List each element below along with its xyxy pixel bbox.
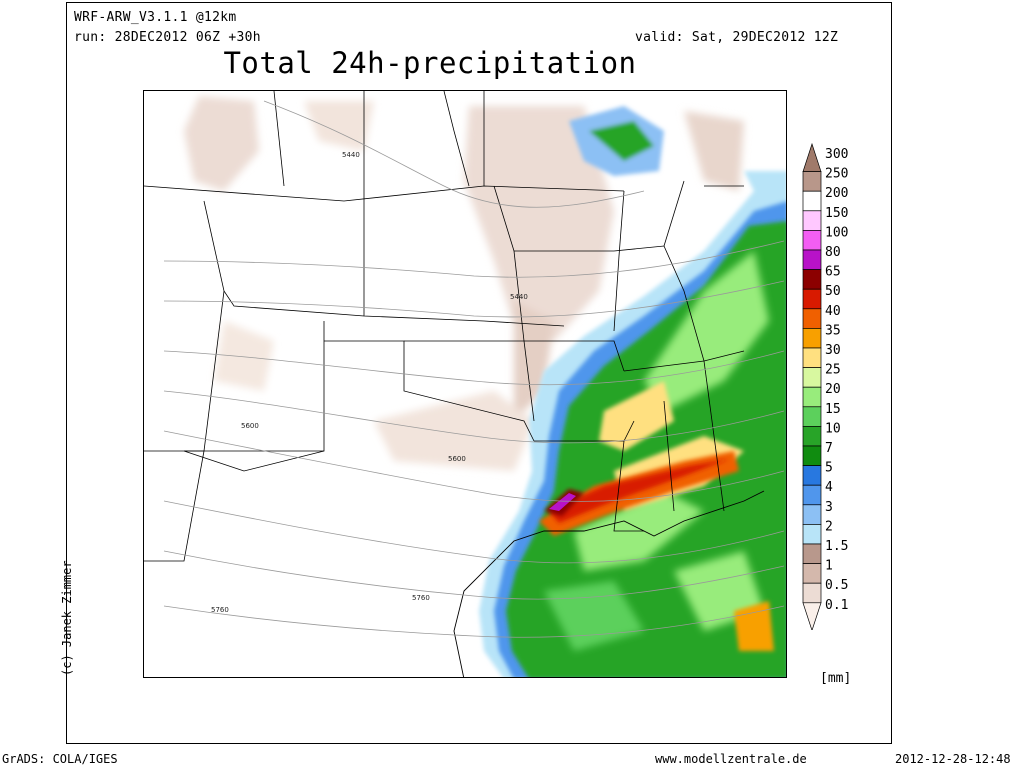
legend-label: 200 — [825, 186, 848, 201]
legend-swatch — [802, 230, 822, 251]
legend-swatch — [802, 426, 822, 447]
legend-label: 50 — [825, 284, 841, 299]
legend-label: 2 — [825, 519, 833, 534]
legend-label: 25 — [825, 363, 841, 378]
footer-website: www.modellzentrale.de — [655, 752, 807, 766]
contour-label: 5760 — [412, 594, 430, 602]
legend-label: 0.1 — [825, 598, 848, 613]
legend-label: 100 — [825, 225, 848, 240]
legend-swatch — [802, 543, 822, 564]
legend-swatch — [802, 504, 822, 525]
legend-label: 0.5 — [825, 578, 848, 593]
legend-swatch — [802, 328, 822, 349]
legend-swatch — [802, 484, 822, 506]
contour-label: 5600 — [241, 422, 259, 430]
legend-label: 7 — [825, 441, 833, 456]
legend-label: 250 — [825, 167, 848, 182]
footer-software: GrADS: COLA/IGES — [2, 752, 118, 766]
author-credit: (c) Janek Zimmer — [60, 560, 74, 676]
legend-swatch — [802, 406, 822, 427]
legend-swatch — [802, 386, 822, 408]
geopotential-contours — [163, 100, 785, 638]
color-legend: 300 250 200 150 100 80 65 50 40 35 30 25 20 15 10 7 5 4 3 2… — [801, 140, 861, 634]
legend-swatch — [802, 445, 822, 466]
legend-swatch — [802, 171, 822, 192]
legend-swatch — [802, 347, 822, 368]
unit-label: [mm] — [820, 671, 852, 686]
legend-swatch — [802, 288, 822, 310]
legend-label: 65 — [825, 265, 841, 280]
contour-label: 5600 — [448, 455, 466, 463]
legend-label: 4 — [825, 480, 833, 495]
lake-effect-precip — [569, 106, 664, 176]
legend-label: 15 — [825, 402, 841, 417]
legend-label: 300 — [825, 147, 848, 162]
legend-swatch — [802, 308, 822, 329]
legend-swatch — [802, 582, 822, 604]
legend-label: 20 — [825, 382, 841, 397]
legend-canvas: 300 250 200 150 100 80 65 50 40 35 30 25 20 15 10 7 5 4 3 2… — [802, 142, 848, 632]
legend-label: 10 — [825, 421, 841, 436]
legend-label: 1.5 — [825, 539, 848, 554]
legend-swatch — [802, 142, 822, 172]
precip-band-50mm — [549, 459, 729, 523]
legend-swatch — [802, 210, 822, 231]
legend-label: 30 — [825, 343, 841, 358]
state-borders — [144, 91, 745, 562]
coastline — [453, 490, 765, 677]
legend-swatch — [802, 190, 822, 212]
contour-label: 5760 — [211, 606, 229, 614]
legend-swatch — [802, 465, 822, 486]
legend-swatch — [802, 602, 822, 632]
precipitation-map[interactable]: 5440 5440 5600 5600 5760 5760 — [143, 90, 787, 678]
page-title: Total 24h-precipitation — [223, 46, 637, 80]
legend-label: 150 — [825, 206, 848, 221]
plot-frame — [66, 2, 892, 744]
light-precip-areas — [184, 96, 744, 471]
legend-label: 80 — [825, 245, 841, 260]
map-canvas: 5440 5440 5600 5600 5760 5760 — [144, 91, 786, 677]
contour-label-group: 5440 5440 5600 5600 5760 5760 — [211, 151, 528, 614]
legend-label: 3 — [825, 500, 833, 515]
valid-label: valid: Sat, 29DEC2012 12Z — [635, 30, 839, 45]
legend-swatch — [802, 249, 822, 270]
footer-timestamp: 2012-12-28-12:48 — [895, 752, 1011, 766]
legend-label: 5 — [825, 461, 833, 476]
contour-label: 5440 — [510, 293, 528, 301]
contour-label: 5440 — [342, 151, 360, 159]
precip-65mm-spot — [549, 493, 576, 511]
legend-label: 40 — [825, 304, 841, 319]
legend-swatch — [802, 524, 822, 545]
run-label: run: 28DEC2012 06Z +30h — [74, 30, 261, 45]
legend-label: 1 — [825, 559, 833, 574]
legend-swatch — [802, 269, 822, 290]
legend-swatch — [802, 563, 822, 584]
legend-label: 35 — [825, 323, 841, 338]
model-label: WRF-ARW_V3.1.1 @12km — [74, 10, 237, 25]
legend-swatch — [802, 367, 822, 388]
